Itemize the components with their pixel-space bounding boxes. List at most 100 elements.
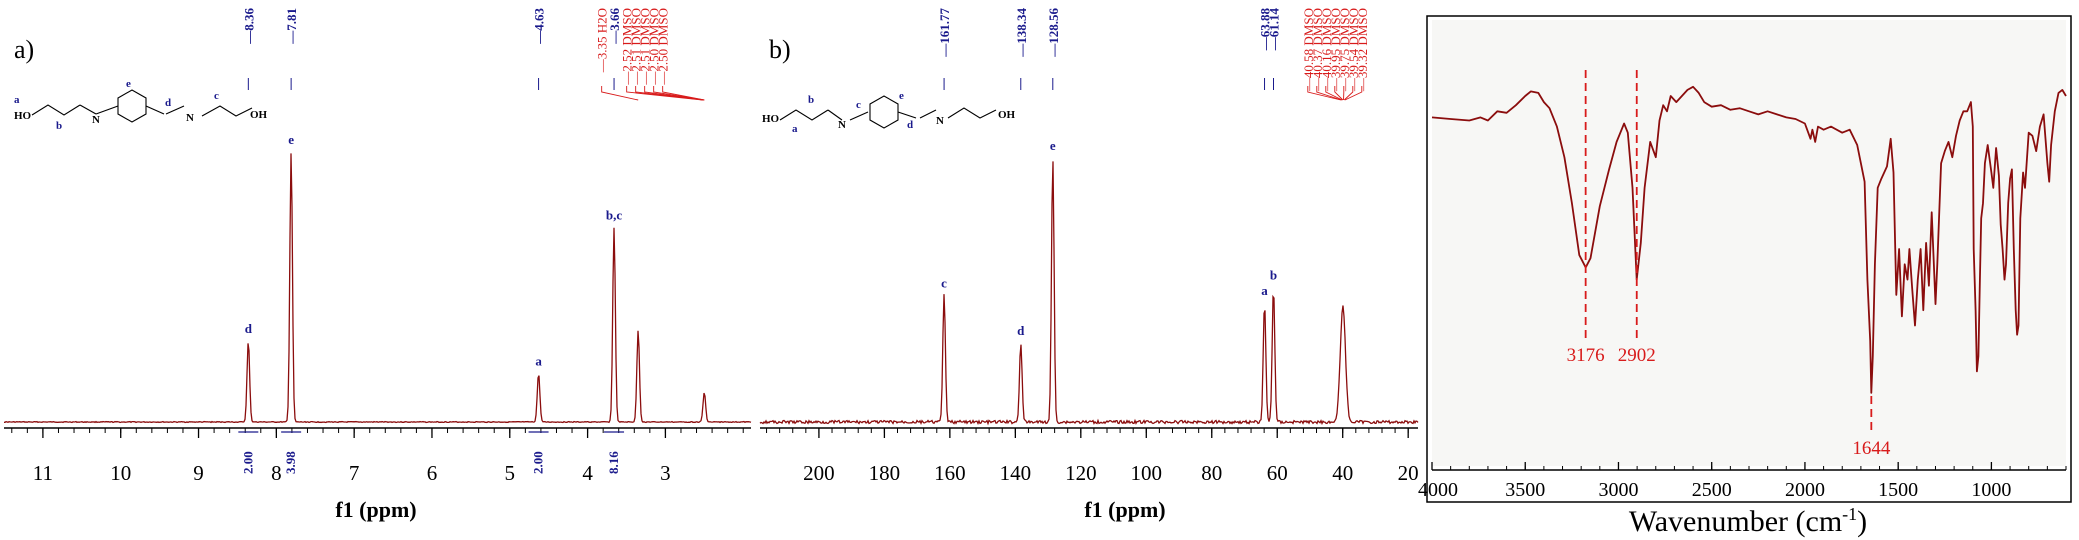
integral-value: 3.98 xyxy=(283,451,298,474)
struct-b-label-a: a xyxy=(792,123,798,135)
struct-a-n1: N xyxy=(92,114,100,126)
ir-peak-label: 3176 xyxy=(1567,345,1605,366)
solvent-shift-label: —39.54 DMSO xyxy=(1346,8,1361,92)
peak-assignment-a: b,c xyxy=(606,208,622,223)
peak-assignment-b: b xyxy=(1270,267,1277,282)
ir-tick-label: 2000 xyxy=(1785,479,1825,501)
struct-b-label-b: b xyxy=(808,94,814,106)
ir-tick-label: 4000 xyxy=(1418,479,1458,501)
solvent-shift-leader xyxy=(1316,86,1342,101)
solvent-shift-label: —39.75 DMSO xyxy=(1337,8,1352,92)
spectrum-line-b xyxy=(759,161,1419,426)
panel-c-frame xyxy=(1426,15,2072,503)
peak-shift-label: —7.81 xyxy=(284,8,299,45)
tick-label-a: 10 xyxy=(110,461,131,485)
panel-a: a) —8.36 —7.81 —4.63 —3.66—3.35 H2O —2.52 DM… xyxy=(4,8,752,522)
tick-label-b: 40 xyxy=(1332,461,1353,485)
spectrum-line-a xyxy=(4,153,752,424)
tick-label-a: 7 xyxy=(349,461,360,485)
struct-a-label-e: e xyxy=(126,78,131,90)
peak-shift-label: —61.14 xyxy=(1267,8,1282,52)
ir-plot-background xyxy=(1432,20,2066,466)
solvent-shift-label: —39.32 DMSO xyxy=(1355,8,1370,92)
struct-b-n1: N xyxy=(838,119,846,131)
struct-b-ho: HO xyxy=(762,113,780,125)
tick-label-b: 60 xyxy=(1267,461,1288,485)
ir-peak-label: 1644 xyxy=(1852,438,1891,459)
struct-a-n2: N xyxy=(186,112,194,124)
peak-assignment-a: e xyxy=(288,132,294,147)
integral-value: 8.16 xyxy=(606,451,621,474)
tick-label-b: 100 xyxy=(1131,461,1163,485)
struct-b-label-d: d xyxy=(907,119,913,131)
panel-a-plot: 11 10 9 8 7 6 5 4 3 d e a b,c 2.00 3.98 2.00 8.16 xyxy=(4,132,752,485)
struct-a-ho: HO xyxy=(14,110,32,122)
tick-label-b: 120 xyxy=(1065,461,1097,485)
tick-label-a: 8 xyxy=(271,461,282,485)
solvent-shift-label: —40.16 DMSO xyxy=(1319,8,1334,92)
solvent-shift-leader xyxy=(1344,86,1363,101)
tick-label-b: 140 xyxy=(1000,461,1032,485)
tick-label-a: 5 xyxy=(505,461,516,485)
struct-a-oh: OH xyxy=(250,109,268,121)
panel-b: b) —161.77 —138.34 —128.56 —63.88—61.14 —40.… xyxy=(759,8,1419,522)
peak-shift-label: —138.34 xyxy=(1014,8,1029,58)
tick-label-a: 6 xyxy=(427,461,438,485)
panel-c: c) 3176290216444000350030002500200015001… xyxy=(1418,15,2072,538)
peak-assignment-b: e xyxy=(1050,138,1056,153)
ir-spectrum-line xyxy=(1431,85,2067,394)
tick-label-b: 80 xyxy=(1201,461,1222,485)
solvent-shift-leader xyxy=(653,86,705,101)
ir-tick-label: 2500 xyxy=(1692,479,1732,501)
tick-label-b: 20 xyxy=(1398,461,1419,485)
tick-label-a: 4 xyxy=(582,461,593,485)
solvent-shift-label: —2.50 DMSO xyxy=(656,8,671,86)
solvent-shift-leader xyxy=(1334,86,1344,101)
struct-a-label-d: d xyxy=(165,97,171,109)
panel-b-molecule xyxy=(779,95,997,129)
struct-b-label-c: c xyxy=(856,99,861,111)
solvent-shift-label: —40.58 DMSO xyxy=(1301,8,1316,92)
solvent-shift-leader xyxy=(1307,86,1341,101)
ir-tick-label: 3500 xyxy=(1505,479,1545,501)
struct-b-oh: OH xyxy=(998,109,1016,121)
solvent-shift-label: —40.37 DMSO xyxy=(1310,8,1325,92)
struct-a-label-b: b xyxy=(56,120,62,132)
tick-label-a: 3 xyxy=(660,461,671,485)
struct-b-label-e: e xyxy=(899,90,904,102)
panel-a-xlabel: f1 (ppm) xyxy=(335,497,416,522)
panel-c-plot: 3176 2902 1644 4000 3500 3000 2500 2000 1500 1000 xyxy=(1418,20,2067,501)
panel-a-peak-labels: —8.36 —7.81 —4.63 —3.66—3.35 H2O —2.52 DMSO—… xyxy=(241,8,705,101)
peak-assignment-a: a xyxy=(535,353,542,368)
peak-shift-label: —128.56 xyxy=(1046,8,1061,58)
struct-b-n2: N xyxy=(936,115,944,127)
peak-assignment-b: a xyxy=(1261,283,1268,298)
solvent-shift-leader xyxy=(601,86,639,101)
integral-value: 2.00 xyxy=(531,451,546,474)
peak-shift-label: —63.88 xyxy=(1258,8,1273,52)
solvent-shift-label: —3.35 H2O xyxy=(595,8,610,73)
solvent-shift-leader xyxy=(662,86,705,101)
panel-b-letter: b) xyxy=(769,35,791,64)
peak-assignment-b: d xyxy=(1017,323,1025,338)
peak-shift-label: —161.77 xyxy=(937,8,952,58)
solvent-shift-label: —2.50 DMSO xyxy=(647,8,662,86)
panel-a-letter: a) xyxy=(14,35,34,64)
peak-shift-label: —4.63 xyxy=(532,8,547,45)
solvent-shift-label: —2.51 DMSO xyxy=(629,8,644,86)
ir-tick-label: 1000 xyxy=(1971,479,2011,501)
solvent-shift-leader xyxy=(644,86,704,101)
struct-a-label-a: a xyxy=(14,94,20,106)
ir-tick-label: 1500 xyxy=(1878,479,1918,501)
panel-b-peak-labels: —161.77 —138.34 —128.56 —63.88—61.14 —40.58 … xyxy=(937,8,1370,101)
solvent-shift-label: —2.51 DMSO xyxy=(638,8,653,86)
panel-a-molecule xyxy=(31,89,253,123)
ir-tick-label: 3000 xyxy=(1598,479,1638,501)
tick-label-a: 9 xyxy=(193,461,204,485)
struct-a-label-c: c xyxy=(214,90,219,102)
solvent-shift-leader xyxy=(1343,86,1354,101)
integral-value: 2.00 xyxy=(240,451,255,474)
panel-b-plot: 200 180 160 140 120 100 80 60 40 20 c d e ab xyxy=(759,138,1419,485)
tick-label-b: 160 xyxy=(934,461,966,485)
solvent-shift-label: —39.95 DMSO xyxy=(1328,8,1343,92)
